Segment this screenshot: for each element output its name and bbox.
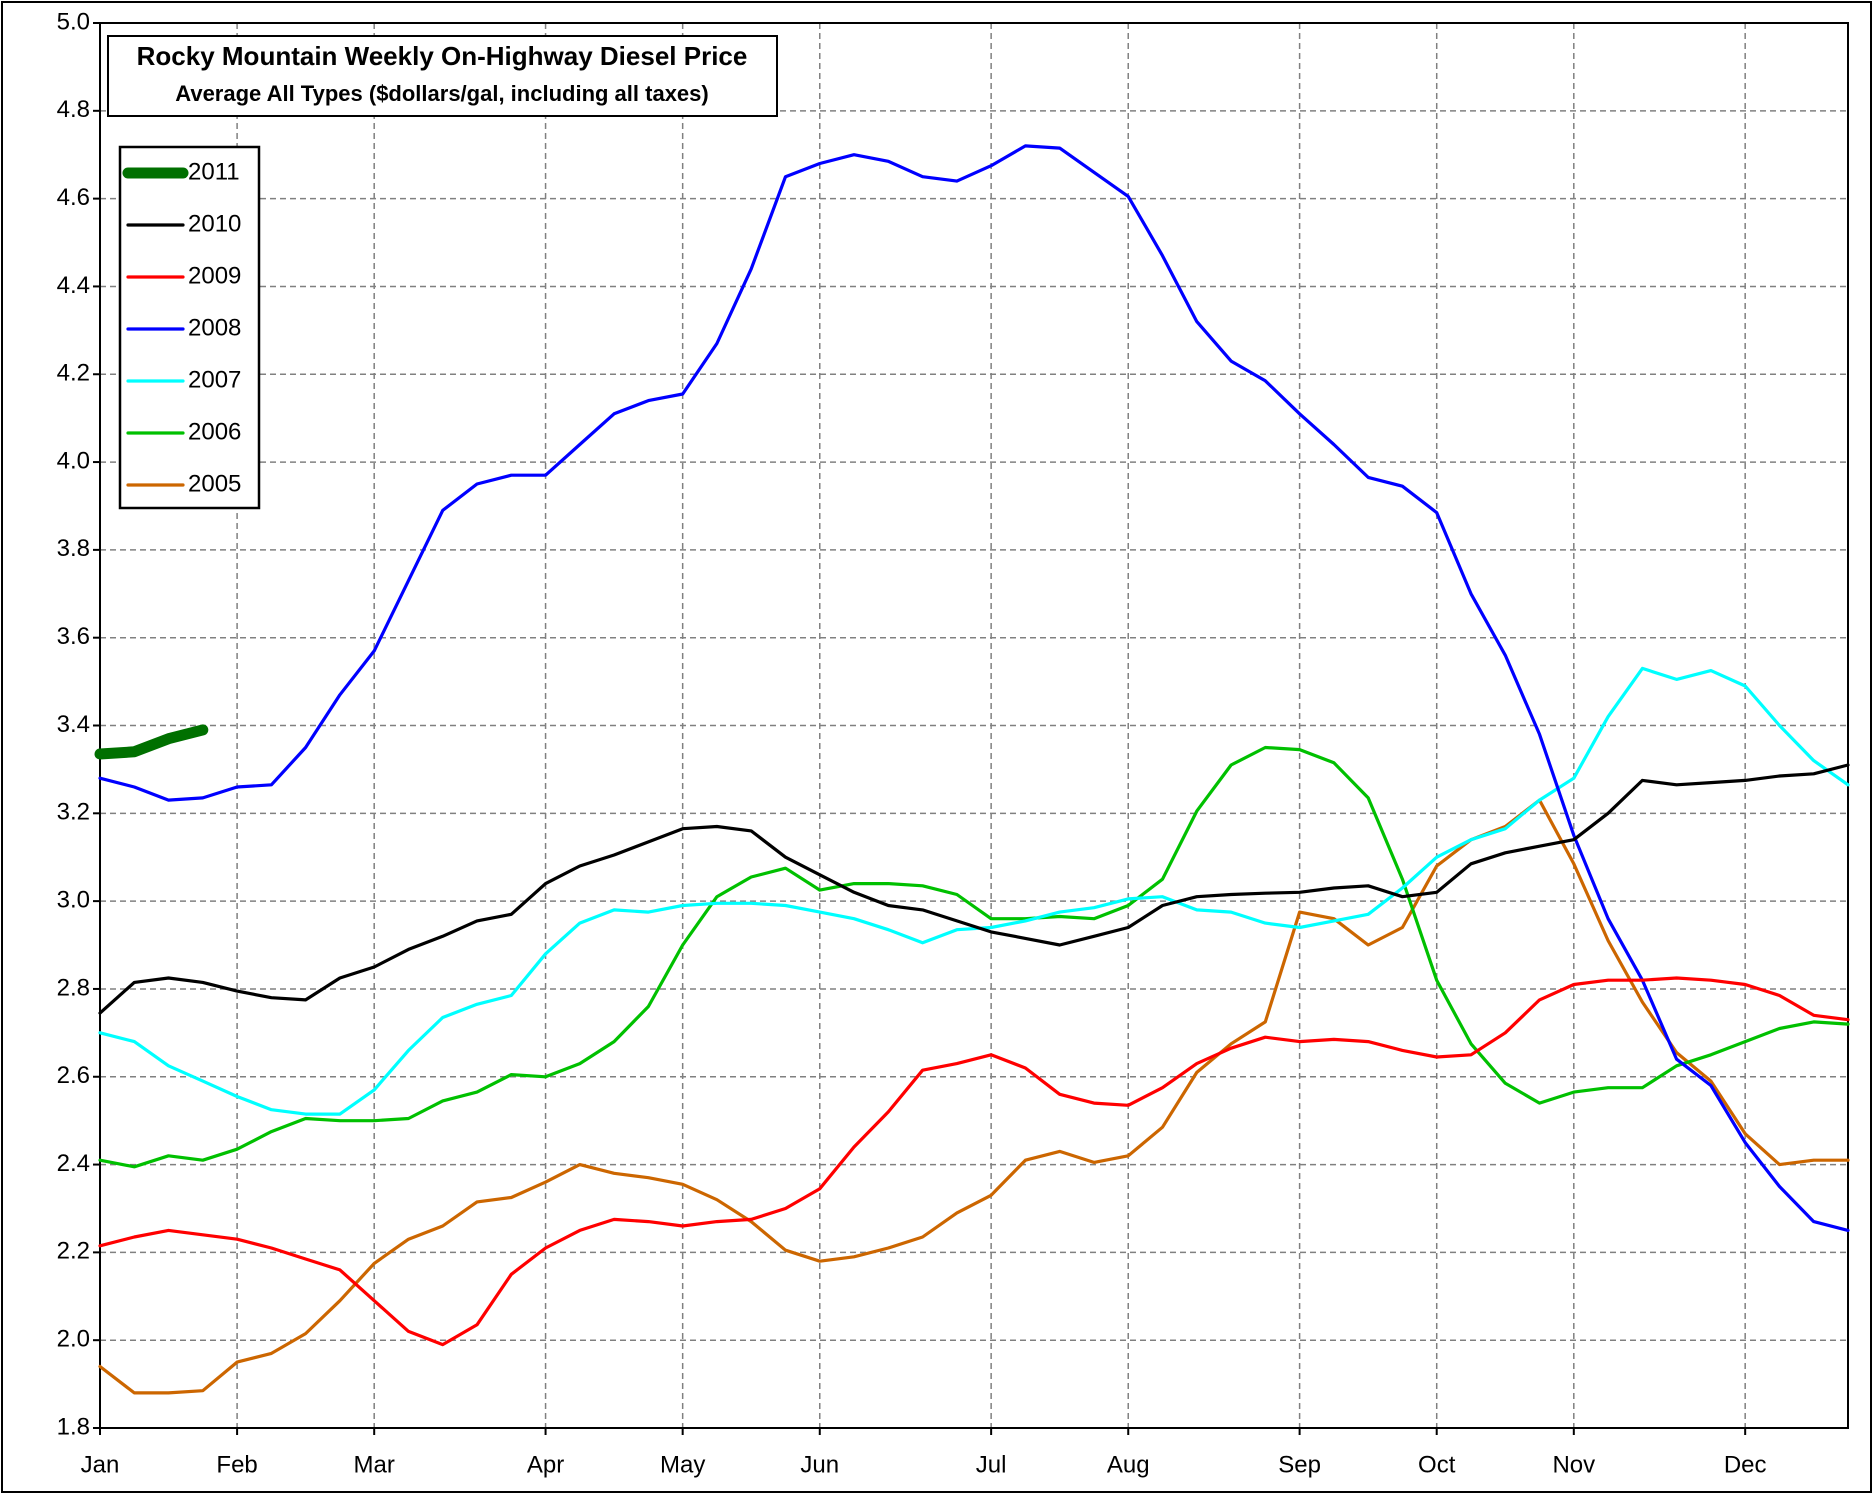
legend-label: 2005: [188, 470, 241, 497]
y-tick-label: 2.0: [57, 1326, 90, 1353]
series-line: [98, 976, 1850, 1347]
series-line: [98, 745, 1850, 1169]
x-tick-label: Jul: [976, 1451, 1007, 1478]
y-tick-label: 4.6: [57, 184, 90, 211]
x-tick-label: Jan: [81, 1451, 120, 1478]
x-tick-label: Oct: [1418, 1451, 1456, 1478]
y-tick-label: 2.6: [57, 1062, 90, 1089]
x-tick-label: Sep: [1278, 1451, 1321, 1478]
x-tick-label: Mar: [354, 1451, 395, 1478]
y-tick-label: 4.0: [57, 447, 90, 474]
legend-label: 2010: [188, 210, 241, 237]
x-tick-label: Aug: [1107, 1451, 1150, 1478]
title-box: [107, 35, 778, 117]
y-tick-label: 4.8: [57, 96, 90, 123]
y-tick-label: 3.2: [57, 799, 90, 826]
chart-subtitle: Average All Types ($dollars/gal, includi…: [175, 81, 708, 106]
legend-label: 2011: [188, 158, 240, 185]
y-tick-label: 4.4: [57, 272, 90, 299]
y-tick-label: 3.0: [57, 886, 90, 913]
series-line: [98, 798, 1850, 1395]
x-tick-label: Nov: [1552, 1451, 1595, 1478]
series-line: [98, 144, 1850, 1232]
series-line: [98, 763, 1850, 1015]
legend-label: 2008: [188, 314, 241, 341]
chart-title: Rocky Mountain Weekly On-Highway Diesel …: [137, 41, 748, 71]
plot-frame: [99, 22, 1849, 1429]
x-tick-label: Jun: [800, 1451, 839, 1478]
y-tick-label: 4.2: [57, 360, 90, 387]
y-tick-label: 2.8: [57, 974, 90, 1001]
y-tick-label: 3.6: [57, 623, 90, 650]
y-tick-label: 5.0: [57, 8, 90, 35]
series-line: [94, 724, 209, 760]
x-tick-label: Dec: [1724, 1451, 1767, 1478]
x-tick-label: Feb: [216, 1451, 257, 1478]
legend-label: 2007: [188, 366, 241, 393]
legend-label: 2006: [188, 418, 241, 445]
x-tick-label: May: [660, 1451, 705, 1478]
x-tick-label: Apr: [527, 1451, 564, 1478]
y-tick-label: 2.4: [57, 1150, 90, 1177]
y-tick-label: 3.8: [57, 535, 90, 562]
y-tick-label: 2.2: [57, 1238, 90, 1265]
y-tick-label: 3.4: [57, 711, 90, 738]
legend-label: 2009: [188, 262, 241, 289]
y-tick-label: 1.8: [57, 1413, 90, 1440]
